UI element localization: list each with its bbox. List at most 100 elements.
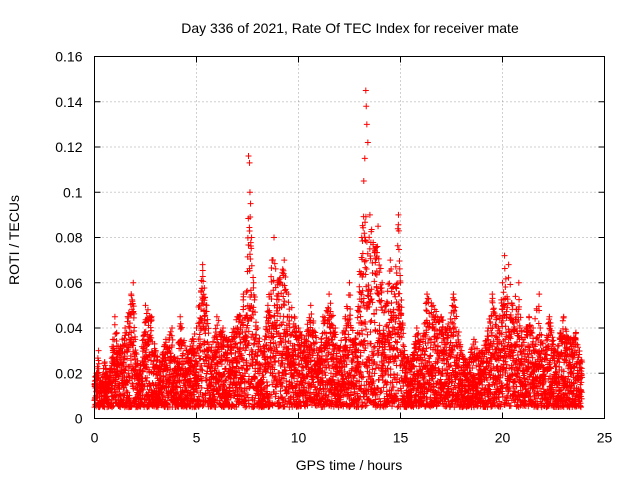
roti-data-point — [245, 153, 252, 160]
roti-data-point — [464, 358, 471, 365]
roti-data-point — [413, 325, 420, 331]
roti-data-point — [546, 313, 553, 320]
roti-data-point — [395, 211, 402, 218]
roti-data-point — [130, 279, 137, 286]
roti-data-point — [152, 347, 159, 354]
chart-title: Day 336 of 2021, Rate Of TEC Index for r… — [181, 20, 519, 36]
roti-data-point — [207, 347, 214, 354]
roti-data-point — [193, 325, 200, 331]
roti-data-point — [254, 325, 261, 331]
roti-data-point — [501, 252, 508, 259]
roti-data-point — [342, 313, 349, 320]
roti-data-point — [397, 279, 404, 286]
x-tick-label: 5 — [193, 430, 201, 446]
roti-data-point — [183, 347, 190, 354]
roti-data-point — [363, 121, 370, 128]
roti-data-point — [250, 279, 257, 286]
roti-data-point — [246, 189, 253, 196]
roti-data-point — [226, 336, 233, 343]
roti-data-point — [370, 245, 377, 252]
y-tick-label: 0.02 — [55, 365, 82, 381]
roti-data-point — [148, 313, 155, 320]
roti-data-points — [93, 87, 586, 388]
roti-data-point — [526, 313, 533, 320]
roti-data-point — [401, 347, 408, 354]
x-tick-label: 20 — [495, 430, 511, 446]
y-tick-label: 0 — [75, 411, 83, 427]
roti-data-point — [199, 261, 206, 268]
y-tick-label: 0.08 — [55, 230, 82, 246]
roti-data-point — [489, 291, 496, 298]
roti-data-point — [220, 325, 227, 331]
x-tick-label: 15 — [393, 430, 409, 446]
roti-data-point — [156, 358, 163, 365]
roti-data-point — [95, 347, 102, 354]
roti-data-point — [358, 234, 365, 241]
x-tick-labels: 0 5 10 15 20 25 — [91, 430, 613, 446]
roti-data-point — [295, 325, 302, 331]
roti-data-point — [203, 302, 210, 309]
roti-data-point — [271, 234, 278, 241]
roti-data-point — [101, 358, 108, 365]
roti-data-point — [391, 291, 398, 298]
roti-data-point — [450, 291, 457, 298]
roti-data-point — [417, 336, 424, 343]
roti-data-point — [336, 347, 343, 354]
roti-data-point — [177, 313, 184, 320]
roti-data-point — [579, 358, 586, 365]
roti-data-point — [560, 313, 567, 320]
roti-data-point — [552, 347, 559, 354]
roti-data-point — [572, 329, 579, 336]
y-tick-labels: 0 0.02 0.04 0.06 0.08 0.1 0.12 0.14 0.16 — [55, 49, 82, 427]
y-tick-label: 0.16 — [55, 49, 82, 65]
roti-data-point — [301, 336, 308, 343]
roti-data-point — [379, 279, 386, 286]
y-tick-label: 0.14 — [55, 94, 82, 110]
roti-data-point — [485, 325, 492, 331]
roti-data-point — [387, 257, 394, 264]
roti-data-point — [346, 279, 353, 286]
roti-data-point — [115, 347, 122, 354]
roti-data-point — [530, 325, 537, 331]
x-tick-label: 10 — [291, 430, 307, 446]
roti-data-point — [169, 325, 176, 331]
roti-data-point — [444, 325, 451, 331]
roti-data-point — [366, 211, 373, 218]
roti-data-point — [132, 336, 139, 343]
roti-data-point — [319, 313, 326, 320]
roti-data-point — [352, 336, 359, 343]
roti-data-point — [519, 336, 526, 343]
roti-data-point — [244, 268, 251, 275]
y-tick-label: 0.04 — [55, 320, 82, 336]
roti-data-point — [315, 347, 322, 354]
y-tick-label: 0.06 — [55, 275, 82, 291]
x-axis-label: GPS time / hours — [296, 457, 403, 473]
roti-data-point — [515, 279, 522, 286]
roti-data-point — [356, 268, 363, 275]
roti-data-point — [407, 358, 414, 365]
x-tick-label: 25 — [597, 430, 613, 446]
roti-data-point — [470, 336, 477, 343]
roti-data-point — [363, 103, 370, 110]
roti-data-point — [505, 261, 512, 268]
roti-data-point — [97, 381, 104, 388]
roti-data-point — [430, 302, 437, 309]
roti-data-point — [111, 313, 118, 320]
roti-data-point — [275, 279, 282, 286]
plot-frame — [94, 56, 605, 419]
roti-data-point — [362, 87, 369, 94]
roti-data-point — [424, 291, 431, 298]
roti-data-point — [240, 291, 247, 298]
roti-data-point — [499, 279, 506, 286]
roti-data-point — [248, 234, 255, 241]
roti-data-point — [105, 374, 112, 381]
roti-data-point — [458, 347, 465, 354]
roti-data-point — [247, 200, 254, 207]
roti-data-point — [536, 291, 543, 298]
roti-data-point — [162, 336, 169, 343]
roti-data-point — [495, 325, 502, 331]
roti-data-point — [383, 302, 390, 309]
roti-data-point — [291, 313, 298, 320]
roti-point-cloud-path — [91, 213, 585, 411]
roti-data-point — [264, 302, 271, 309]
